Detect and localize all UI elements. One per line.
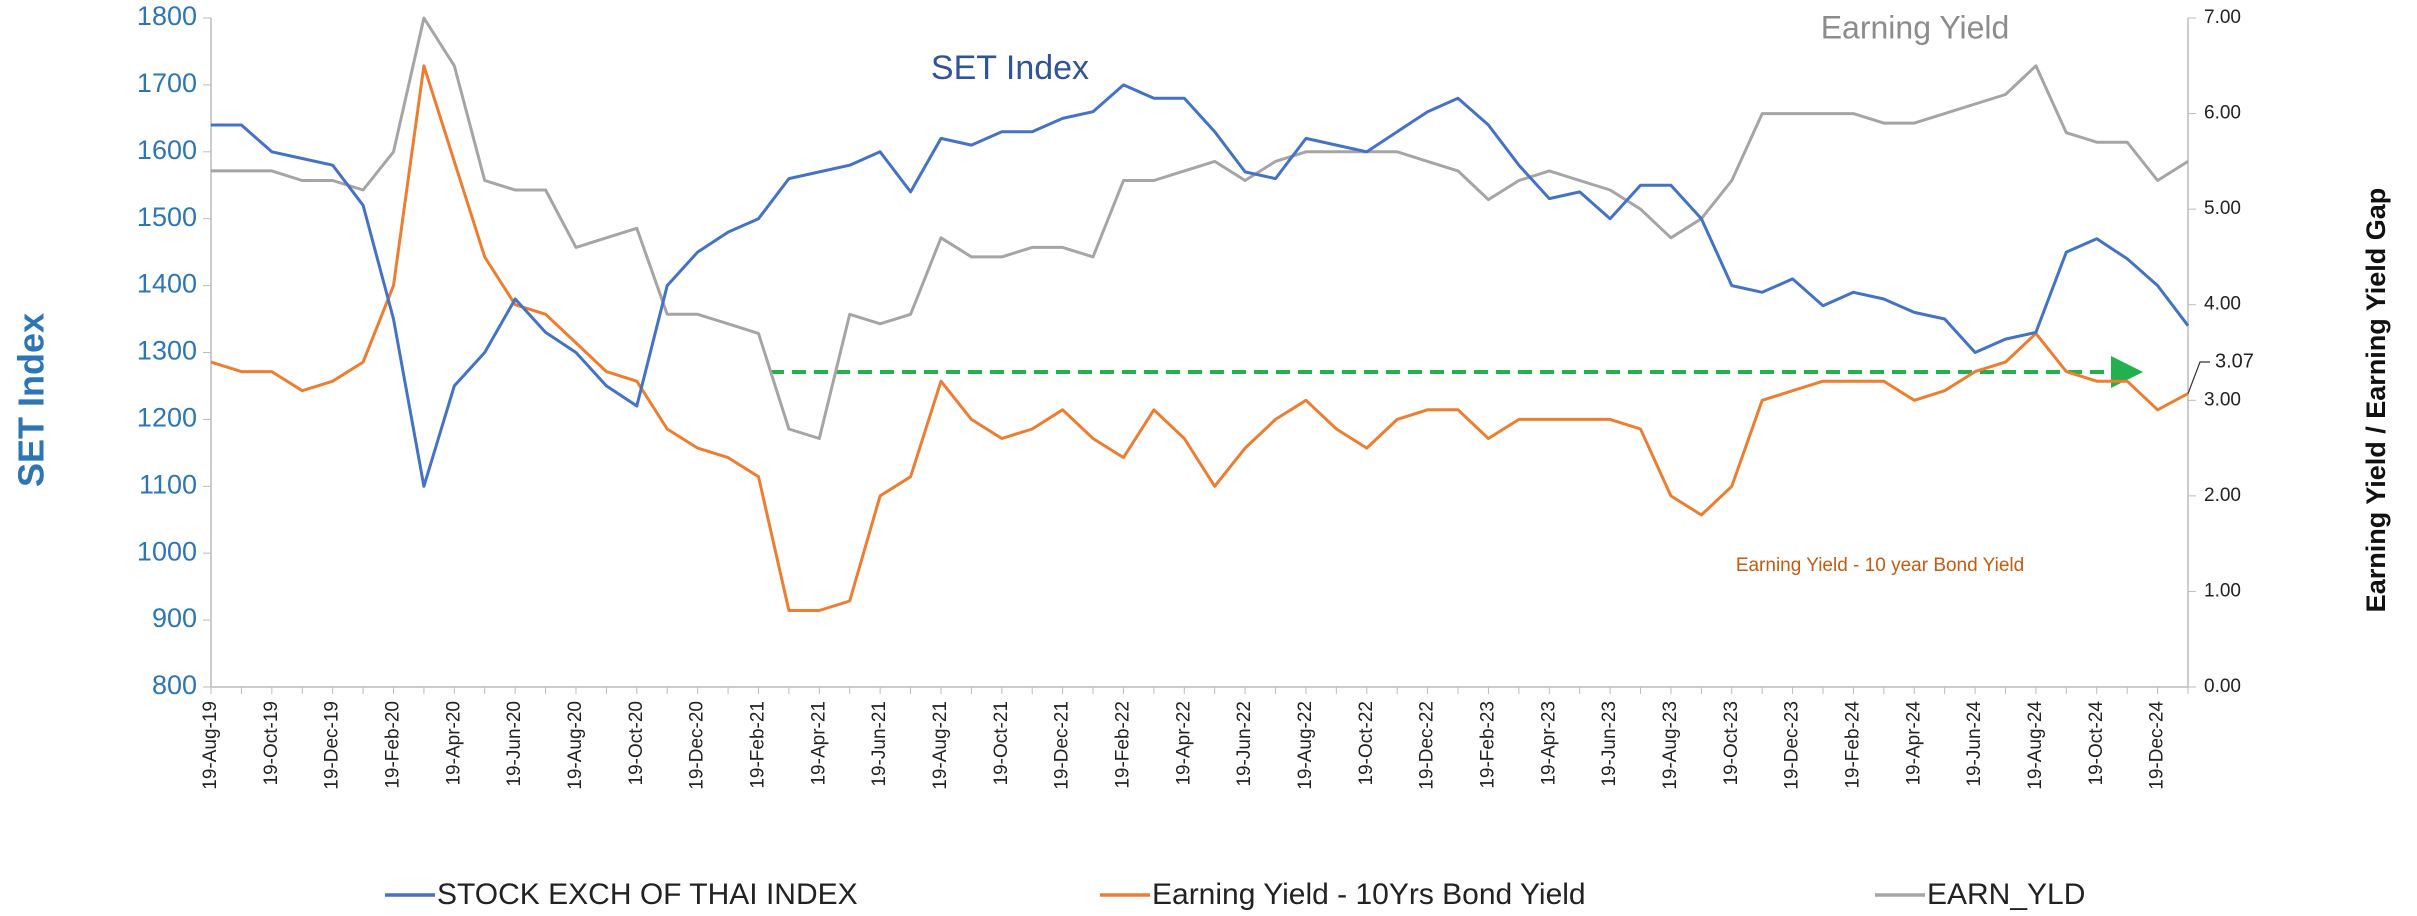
y-tick-label: 1000	[137, 536, 197, 566]
legend-label: EARN_YLD	[1927, 878, 2085, 911]
y-tick-label: 1400	[137, 269, 197, 299]
annotation: Earning Yield - 10 year Bond Yield	[1736, 555, 2024, 576]
y2-axis-title: Earning Yield / Earning Yield Gap	[2361, 188, 2391, 613]
x-tick-label: 19-Oct-20	[626, 701, 647, 785]
y2-tick-label: 6.00	[2204, 103, 2241, 124]
y2-tick-label: 5.00	[2204, 198, 2241, 219]
x-tick-label: 19-Apr-24	[1903, 701, 1924, 786]
x-tick-label: 19-Oct-22	[1356, 701, 1377, 785]
y2-tick-label: 2.00	[2204, 485, 2241, 506]
annotation: Earning Yield	[1821, 9, 2010, 45]
x-tick-label: 19-Dec-20	[687, 701, 708, 790]
y2-tick-label: 1.00	[2204, 580, 2241, 601]
legend-label: Earning Yield - 10Yrs Bond Yield	[1152, 878, 1586, 911]
y2-tick-label: 0.00	[2204, 676, 2241, 697]
x-tick-label: 19-Feb-20	[383, 701, 404, 789]
x-tick-label: 19-Dec-23	[1782, 701, 1803, 790]
legend-label: STOCK EXCH OF THAI INDEX	[437, 878, 858, 911]
x-tick-label: 19-Oct-23	[1721, 701, 1742, 785]
x-tick-label: 19-Apr-20	[443, 701, 464, 786]
x-tick-label: 19-Aug-24	[2025, 701, 2046, 790]
x-tick-label: 19-Jun-21	[869, 701, 890, 787]
x-tick-label: 19-Jun-24	[1964, 701, 1985, 787]
x-tick-label: 19-Apr-22	[1173, 701, 1194, 786]
y-tick-label: 1500	[137, 202, 197, 232]
x-tick-label: 19-Dec-21	[1052, 701, 1073, 790]
y-tick-label: 1200	[137, 403, 197, 433]
annotation-leader	[2187, 361, 2210, 394]
x-tick-label: 19-Apr-21	[808, 701, 829, 786]
y-tick-label: 900	[152, 603, 197, 633]
y2-tick-label: 4.00	[2204, 294, 2241, 315]
y-tick-label: 1700	[137, 68, 197, 98]
y2-tick-label: 7.00	[2204, 7, 2241, 28]
x-tick-label: 19-Feb-23	[1477, 701, 1498, 789]
x-tick-label: 19-Aug-19	[200, 701, 221, 790]
x-tick-label: 19-Dec-24	[2147, 701, 2168, 790]
x-tick-label: 19-Oct-19	[261, 701, 282, 785]
y-tick-label: 800	[152, 670, 197, 700]
annotation: 3.07	[2215, 350, 2254, 372]
x-tick-label: 19-Aug-20	[565, 701, 586, 790]
x-tick-label: 19-Jun-22	[1234, 701, 1255, 787]
series-line	[211, 83, 2190, 488]
x-tick-label: 19-Jun-23	[1599, 701, 1620, 787]
x-tick-label: 19-Oct-21	[991, 701, 1012, 785]
series-line	[210, 64, 2189, 612]
x-tick-label: 19-Aug-21	[930, 701, 951, 790]
x-tick-label: 19-Apr-23	[1538, 701, 1559, 786]
x-tick-label: 19-Oct-24	[2086, 701, 2107, 786]
y-tick-label: 1800	[137, 1, 197, 31]
x-tick-label: 19-Aug-23	[1660, 701, 1681, 790]
x-tick-label: 19-Feb-22	[1112, 701, 1133, 789]
x-tick-label: 19-Feb-24	[1842, 701, 1863, 789]
x-tick-label: 19-Jun-20	[504, 701, 525, 787]
y-tick-label: 1600	[137, 135, 197, 165]
x-tick-label: 19-Dec-22	[1417, 701, 1438, 790]
y-axis-title: SET Index	[11, 313, 52, 487]
series-line	[211, 16, 2189, 440]
y-tick-label: 1100	[139, 469, 197, 499]
x-tick-label: 19-Aug-22	[1295, 701, 1316, 790]
y-tick-label: 1300	[137, 336, 197, 366]
x-tick-label: 19-Feb-21	[747, 701, 768, 789]
x-tick-label: 19-Dec-19	[322, 701, 343, 790]
y2-tick-label: 3.00	[2204, 389, 2241, 410]
annotation: SET Index	[931, 49, 1089, 87]
